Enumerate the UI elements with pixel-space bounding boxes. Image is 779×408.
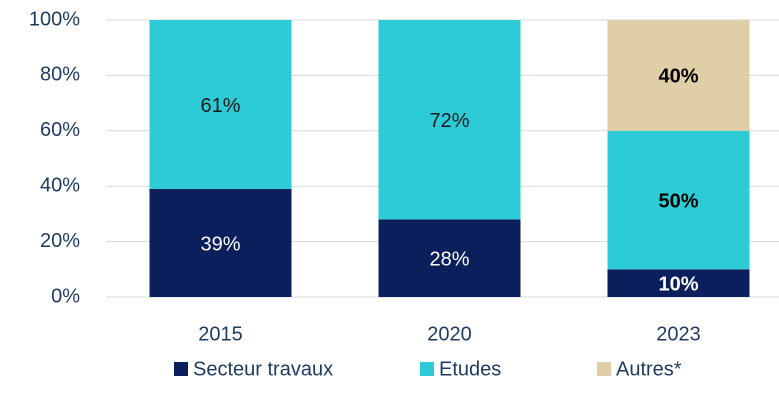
data-label: 28% [429, 249, 469, 271]
data-label: 40% [658, 66, 698, 88]
bar-segment [607, 130, 750, 270]
legend-swatch [174, 362, 188, 376]
bar-segment [378, 20, 521, 220]
legend-swatch [420, 362, 434, 376]
y-tick-label: 80% [40, 64, 80, 86]
x-tick-label: 2023 [656, 323, 701, 345]
bar-segment [149, 20, 292, 189]
y-tick-label: 20% [40, 230, 80, 252]
legend-label: Etudes [439, 358, 501, 380]
bar-segment [607, 20, 750, 131]
data-label: 10% [658, 273, 698, 295]
legend-label: Secteur travaux [193, 358, 333, 380]
y-tick-label: 0% [51, 285, 80, 307]
bar-segment [378, 219, 521, 297]
y-tick-label: 60% [40, 119, 80, 141]
x-tick-label: 2020 [427, 323, 472, 345]
bar-segment [149, 188, 292, 297]
legend-label: Autres* [616, 358, 682, 380]
data-label: 50% [658, 190, 698, 212]
data-label: 72% [429, 110, 469, 132]
data-label: 39% [200, 233, 240, 255]
bar-segment [607, 269, 750, 297]
y-tick-label: 100% [29, 8, 80, 30]
legend-swatch [597, 362, 611, 376]
data-label: 61% [200, 95, 240, 117]
y-tick-label: 40% [40, 174, 80, 196]
x-tick-label: 2015 [198, 323, 243, 345]
